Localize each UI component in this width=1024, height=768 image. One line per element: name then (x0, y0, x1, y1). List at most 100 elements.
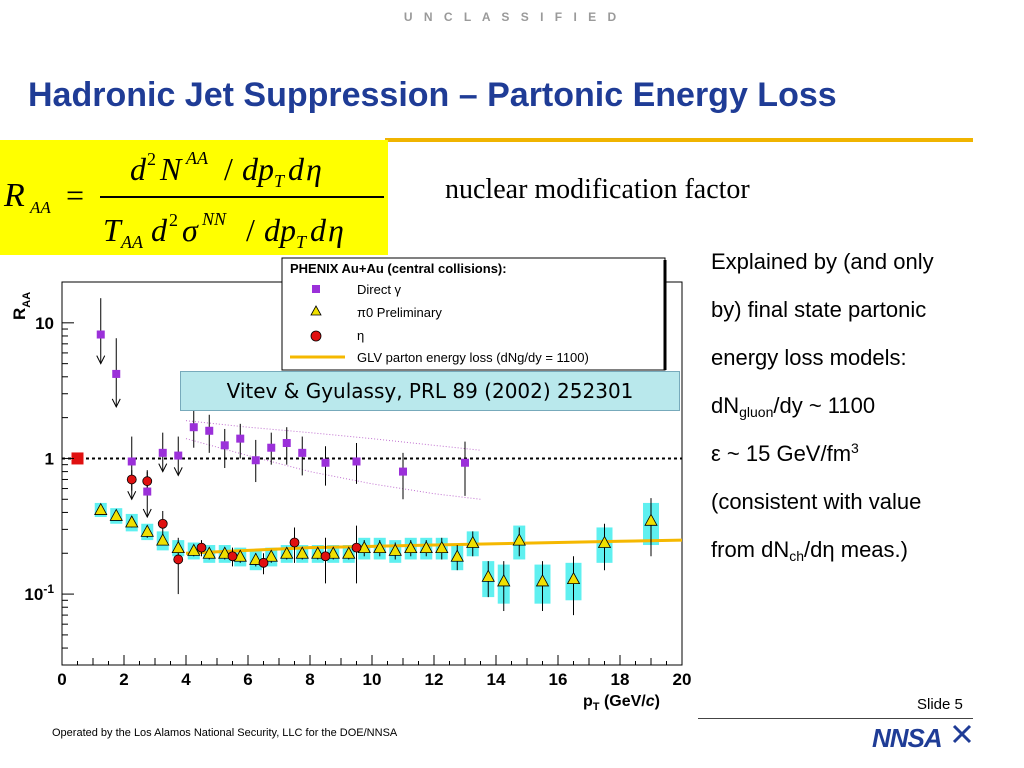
eta-marker (227, 551, 238, 562)
upper-limit-arrow (158, 463, 168, 473)
direct-gamma-marker (267, 443, 276, 452)
svg-text:2: 2 (147, 149, 156, 169)
direct-gamma-marker (189, 423, 198, 432)
raa-formula: R AA = d 2 N AA / dp T d η T AA d 2 σ NN… (0, 140, 388, 255)
direct-gamma-marker (143, 487, 152, 496)
classification-banner: U N C L A S S I F I E D (403, 10, 621, 24)
eta-marker (157, 518, 168, 529)
nnsa-logo-mark (952, 724, 972, 744)
x-tick-label: 2 (119, 670, 128, 689)
x-tick-label: 6 (243, 670, 252, 689)
legend-pi0-icon (310, 305, 322, 316)
x-tick-label: 4 (181, 670, 191, 689)
svg-text:d: d (151, 212, 168, 248)
data-markers (71, 330, 658, 587)
glv-curve (185, 538, 683, 555)
svg-text:d: d (130, 151, 147, 187)
svg-text:/: / (246, 212, 255, 248)
nuclear-modification-label: nuclear modification factor (445, 174, 750, 205)
eta-marker (351, 542, 362, 553)
svg-text:σ: σ (182, 212, 199, 248)
legend-title: PHENIX Au+Au (central collisions): (290, 261, 507, 276)
nnsa-logo-text: NNSA (872, 723, 942, 752)
pi0-marker (644, 513, 658, 526)
pi0-marker (450, 549, 464, 562)
direct-gamma-marker (158, 448, 167, 457)
pi0-marker (481, 569, 495, 582)
pi0-marker (497, 574, 511, 587)
y-tick-label: 1 (45, 449, 54, 468)
formula-graphic: R AA = d 2 N AA / dp T d η T AA d 2 σ NN… (3, 148, 384, 252)
direct-gamma-marker (399, 467, 407, 476)
pi0-marker (202, 546, 216, 559)
direct-gamma-marker (112, 369, 121, 378)
eta-marker (289, 537, 300, 548)
explanation-line: energy loss models: (711, 345, 907, 370)
svg-text:2: 2 (169, 210, 178, 230)
svg-text:d: d (288, 151, 305, 187)
svg-text:dp: dp (264, 212, 296, 248)
direct-gamma-marker (174, 451, 183, 460)
direct-gamma-marker (298, 448, 307, 457)
x-tick-label: 14 (487, 670, 506, 689)
direct-gamma-marker (205, 426, 214, 435)
title-underline (385, 138, 973, 142)
pi0-marker (264, 549, 278, 562)
formula-lhs-sub: AA (29, 198, 51, 217)
explanation-line: ε ~ 15 GeV/fm3 (711, 440, 859, 466)
pi0-marker (435, 540, 449, 554)
explanation-line: by) final state partonic (711, 297, 927, 322)
pi0-marker (171, 540, 185, 554)
svg-text:T: T (103, 212, 123, 248)
nnsa-logo: NNSA (872, 723, 972, 752)
svg-text:NN: NN (201, 209, 227, 229)
svg-text:AA: AA (120, 232, 144, 252)
svg-text:RAA: RAA (10, 292, 33, 320)
formula-denominator: T AA d 2 σ NN / dp T d η (103, 209, 344, 252)
legend-direct-gamma-icon (312, 285, 320, 293)
pi0-marker (295, 546, 309, 559)
eta-marker (126, 474, 137, 485)
formula-lhs: R (3, 177, 25, 214)
svg-text:η: η (328, 212, 344, 248)
legend-entry: Direct γ (357, 282, 402, 297)
legend-entry: π0 Preliminary (357, 305, 442, 320)
x-tick-label: 16 (549, 670, 568, 689)
pi0-marker (373, 540, 387, 554)
svg-text:η: η (306, 151, 322, 187)
x-tick-label: 20 (673, 670, 692, 689)
svg-text:T: T (296, 232, 308, 252)
pi0-marker (419, 540, 433, 554)
eta-marker (173, 554, 184, 565)
pi0-marker (187, 543, 201, 556)
footer-rule (698, 718, 973, 719)
x-tick-label: 10 (363, 670, 382, 689)
svg-text:N: N (159, 151, 183, 187)
x-tick-label: 8 (305, 670, 314, 689)
upper-limit-arrow (111, 398, 121, 409)
x-axis-title: pT (GeV/c) (583, 693, 660, 713)
upper-limit-arrow (173, 467, 183, 477)
slide-title: Hadronic Jet Suppression – Partonic Ener… (28, 76, 837, 114)
y-axis-title: RAA (10, 292, 33, 320)
y-tick-label: 10 (35, 314, 54, 333)
direct-gamma-marker (236, 434, 245, 443)
pi0-marker (280, 546, 294, 559)
pi0-marker (535, 574, 550, 587)
eta-marker (142, 476, 153, 487)
direct-gamma-marker (96, 330, 105, 339)
x-tick-label: 18 (611, 670, 630, 689)
direct-gamma-marker (352, 457, 361, 466)
pi0-marker (140, 524, 154, 537)
pi0-marker (566, 571, 581, 585)
explanation-line: Explained by (and only (711, 249, 934, 274)
legend-box: PHENIX Au+Au (central collisions): Direc… (281, 257, 667, 371)
eta-marker (320, 551, 331, 562)
svg-text:T: T (274, 171, 286, 191)
svg-text:/: / (224, 151, 233, 187)
upper-limit-arrow (96, 355, 106, 365)
direct-gamma-marker (127, 457, 136, 466)
svg-text:d: d (310, 212, 327, 248)
explanation-line: dNgluon/dy ~ 1100 (711, 393, 876, 420)
